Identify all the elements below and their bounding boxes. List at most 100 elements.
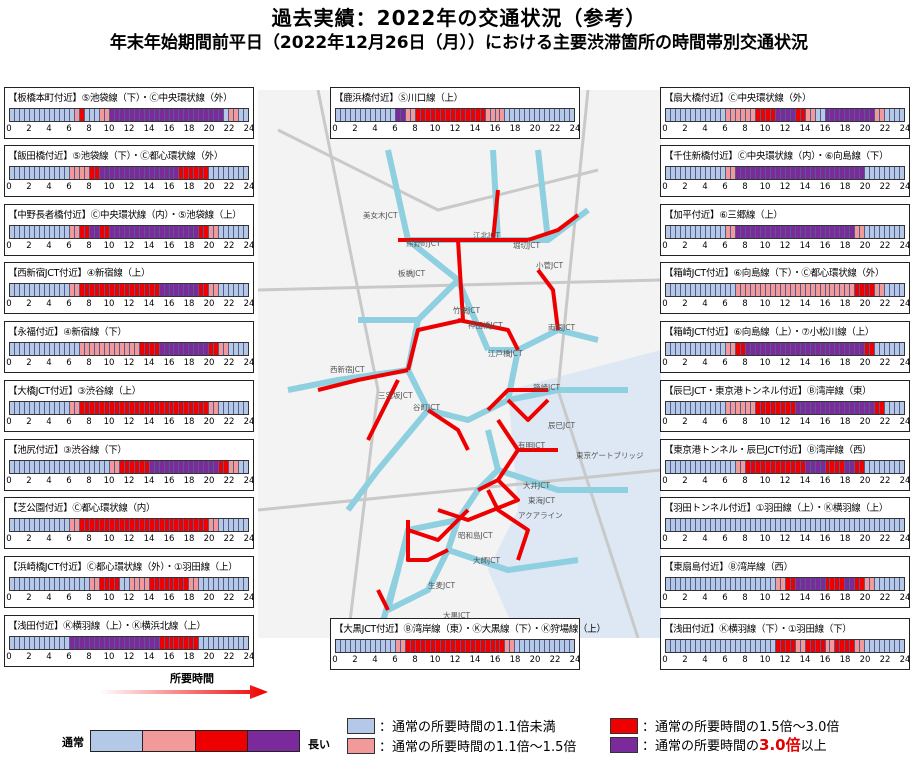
- time-cell: [675, 519, 681, 531]
- time-cell: [700, 284, 706, 296]
- tick-label: 18: [183, 534, 195, 544]
- tick-label: 10: [759, 299, 771, 309]
- time-cell: [124, 109, 130, 121]
- time-cell: [214, 578, 220, 590]
- time-cell: [700, 109, 706, 121]
- time-cell: [500, 109, 506, 121]
- time-cell: [109, 402, 115, 414]
- tick-label: 22: [223, 417, 235, 427]
- time-cell: [114, 167, 120, 179]
- tick-label: 10: [759, 417, 771, 427]
- panel-tick-axis: 0 2 4 6 8 10 12 14 16 18 20 22 24: [6, 652, 254, 664]
- tick-label: 20: [203, 476, 215, 486]
- time-cell: [214, 167, 220, 179]
- time-cell: [750, 167, 756, 179]
- time-cell: [765, 343, 771, 355]
- tick-label: 8: [412, 655, 418, 665]
- tick-label: 8: [86, 124, 92, 134]
- time-cell: [89, 109, 95, 121]
- time-cell: [144, 461, 150, 473]
- time-cell: [790, 109, 796, 121]
- time-cell: [134, 461, 140, 473]
- time-cell: [670, 461, 676, 473]
- time-cell: [84, 402, 90, 414]
- time-cell: [775, 167, 781, 179]
- time-cell: [219, 637, 225, 649]
- time-cell: [855, 226, 861, 238]
- tick-label: 24: [899, 182, 911, 192]
- time-cell: [565, 640, 571, 652]
- time-cell: [34, 109, 40, 121]
- time-cell: [164, 109, 170, 121]
- time-cell: [500, 640, 506, 652]
- time-cell: [10, 167, 15, 179]
- time-cell: [705, 226, 711, 238]
- time-cell: [149, 637, 155, 649]
- time-cell: [229, 461, 235, 473]
- tick-label: 4: [46, 358, 52, 368]
- time-cell: [890, 343, 896, 355]
- time-cell: [790, 640, 796, 652]
- time-cell: [795, 167, 801, 179]
- time-cell: [845, 578, 851, 590]
- legend-scale-heavy: [195, 731, 248, 751]
- tick-label: 10: [759, 358, 771, 368]
- time-cell: [705, 109, 711, 121]
- time-cell: [44, 167, 50, 179]
- tick-label: 20: [859, 124, 871, 134]
- time-cell: [540, 640, 546, 652]
- time-cell: [760, 461, 766, 473]
- time-cell: [670, 167, 676, 179]
- time-cell: [164, 578, 170, 590]
- tick-label: 12: [779, 124, 791, 134]
- time-cell: [14, 167, 20, 179]
- time-cell: [700, 226, 706, 238]
- time-cell: [119, 284, 125, 296]
- time-cell: [800, 109, 806, 121]
- panel-tick-axis: 0 2 4 6 8 10 12 14 16 18 20 22 24: [6, 299, 254, 311]
- tick-label: 20: [859, 299, 871, 309]
- time-cell: [99, 519, 105, 531]
- tick-label: 4: [702, 124, 708, 134]
- map-label: 西新宿JCT: [330, 365, 365, 374]
- time-cell: [10, 578, 15, 590]
- time-cell: [730, 578, 736, 590]
- time-cell: [39, 519, 45, 531]
- tick-label: 20: [203, 299, 215, 309]
- tick-label: 20: [859, 593, 871, 603]
- time-cell: [890, 461, 896, 473]
- time-cell: [39, 637, 45, 649]
- tick-label: 24: [243, 299, 255, 309]
- time-cell: [765, 640, 771, 652]
- time-cell: [94, 226, 100, 238]
- time-cell: [705, 343, 711, 355]
- time-cell: [54, 284, 60, 296]
- tick-label: 18: [839, 358, 851, 368]
- tick-label: 18: [183, 652, 195, 662]
- time-cell: [805, 519, 811, 531]
- time-cell: [104, 226, 110, 238]
- time-cell: [199, 578, 205, 590]
- time-cell: [174, 109, 180, 121]
- time-cell: [680, 519, 686, 531]
- time-cell: [74, 402, 80, 414]
- time-cell: [885, 402, 891, 414]
- time-cell: [415, 109, 421, 121]
- time-cell: [750, 640, 756, 652]
- time-cell: [735, 167, 741, 179]
- time-cell: [29, 402, 35, 414]
- time-cell: [24, 519, 30, 531]
- time-cell: [830, 109, 836, 121]
- time-cell: [825, 226, 831, 238]
- time-cell: [89, 402, 95, 414]
- time-cell: [685, 578, 691, 590]
- time-cell: [44, 343, 50, 355]
- time-cell: [485, 109, 491, 121]
- time-cell: [79, 284, 85, 296]
- tick-label: 22: [879, 534, 891, 544]
- tick-label: 6: [66, 534, 72, 544]
- time-cell: [169, 519, 175, 531]
- tick-label: 12: [779, 534, 791, 544]
- time-cell: [845, 226, 851, 238]
- tick-label: 6: [66, 476, 72, 486]
